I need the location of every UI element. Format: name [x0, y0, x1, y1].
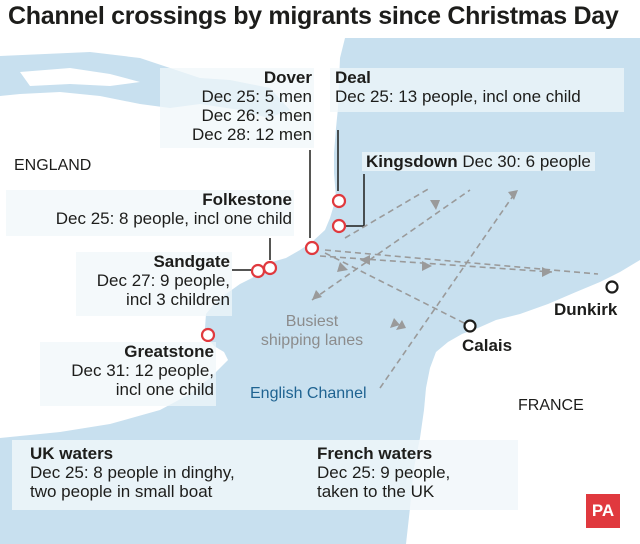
deal-marker [331, 193, 347, 209]
deal-info-box: Deal Dec 25: 13 people, incl one child [330, 68, 624, 112]
english-channel-label: English Channel [250, 385, 367, 402]
uk-waters-heading: UK waters [30, 444, 114, 463]
greatstone-line-2: incl one child [115, 380, 214, 399]
dover-line-1: Dec 25: 5 men [201, 87, 312, 106]
dunkirk-label: Dunkirk [554, 300, 618, 319]
deal-line-1: Dec 25: 13 people, incl one child [335, 87, 581, 106]
french-waters-line-1: Dec 25: 9 people, [317, 463, 451, 482]
pa-logo: PA [586, 494, 620, 528]
greatstone-marker [200, 327, 216, 343]
greatstone-name: Greatstone [124, 342, 214, 361]
folkestone-info-box: Folkestone Dec 25: 8 people, incl one ch… [6, 190, 294, 236]
shipping-arrows [312, 190, 552, 330]
uk-waters-block: UK waters Dec 25: 8 people in dinghy, tw… [30, 444, 235, 501]
dunkirk-marker [605, 280, 619, 294]
greatstone-info-box: Greatstone Dec 31: 12 people, incl one c… [40, 342, 216, 406]
sandgate-line-1: Dec 27: 9 people, [96, 271, 230, 290]
dover-name: Dover [263, 68, 312, 87]
england-label: ENGLAND [14, 157, 92, 174]
kingsdown-leader [345, 174, 365, 227]
folkestone-line-1: Dec 25: 8 people, incl one child [55, 209, 292, 228]
kingsdown-marker [331, 218, 347, 234]
kingsdown-detail: Dec 30: 6 people [462, 152, 591, 171]
shipping-lanes [311, 187, 599, 389]
french-waters-block: French waters Dec 25: 9 people, taken to… [317, 444, 450, 501]
dover-line-3: Dec 28: 12 men [191, 125, 312, 144]
dover-marker [304, 240, 320, 256]
sandgate-marker [250, 263, 266, 279]
french-waters-heading: French waters [317, 444, 433, 463]
waters-summary-box: UK waters Dec 25: 8 people in dinghy, tw… [12, 440, 518, 510]
town-markers [200, 193, 619, 343]
calais-marker [463, 319, 477, 333]
uk-waters-line-1: Dec 25: 8 people in dinghy, [30, 463, 235, 482]
shipping-label-line-2: shipping lanes [260, 332, 364, 349]
kingsdown-info-box: Kingsdown Dec 30: 6 people [362, 152, 595, 171]
shipping-label-line-1: Busiest [285, 313, 339, 330]
channel-map: ENGLAND FRANCE English Channel Busiest s… [0, 38, 640, 544]
dover-info-box: Dover Dec 25: 5 men Dec 26: 3 men Dec 28… [160, 68, 314, 148]
deal-name: Deal [335, 68, 371, 87]
kingsdown-name: Kingsdown [366, 152, 458, 171]
france-label: FRANCE [518, 397, 584, 414]
sandgate-line-2: incl 3 children [126, 290, 230, 309]
french-waters-line-2: taken to the UK [317, 482, 435, 501]
greatstone-line-1: Dec 31: 12 people, [71, 361, 214, 380]
uk-waters-line-2: two people in small boat [30, 482, 213, 501]
dover-line-2: Dec 26: 3 men [201, 106, 312, 125]
map-title: Channel crossings by migrants since Chri… [8, 2, 619, 30]
calais-label: Calais [462, 336, 513, 355]
sandgate-name: Sandgate [153, 252, 230, 271]
shipping-lanes-label: Busiest shipping lanes [252, 312, 372, 350]
folkestone-marker [262, 260, 278, 276]
thames-inlet [20, 68, 140, 86]
folkestone-name: Folkestone [202, 190, 292, 209]
sandgate-info-box: Sandgate Dec 27: 9 people, incl 3 childr… [76, 252, 232, 316]
